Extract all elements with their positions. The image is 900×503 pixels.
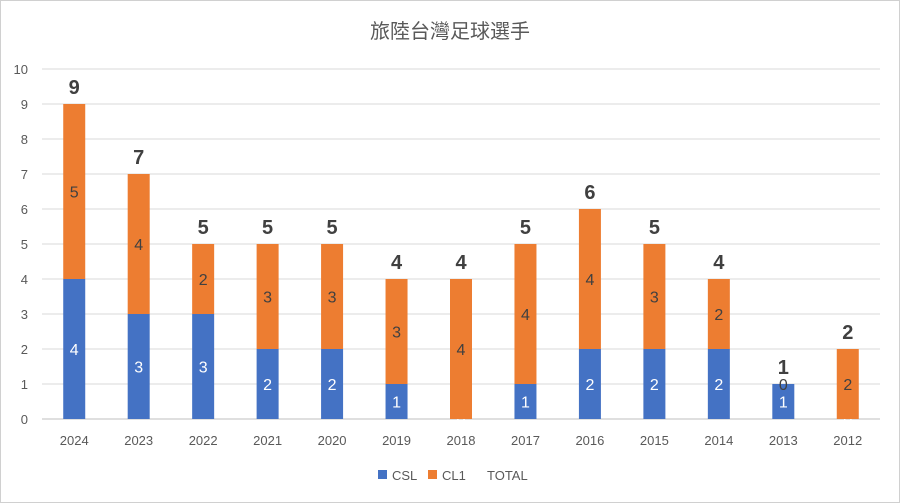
bar-cl1 — [63, 104, 86, 279]
data-label-csl: 1 — [779, 395, 788, 412]
x-tick-label: 2016 — [575, 433, 604, 448]
x-tick-label: 2021 — [253, 433, 282, 448]
data-label-csl: 3 — [199, 360, 208, 377]
total-label: 5 — [327, 217, 338, 239]
y-tick-label: 6 — [21, 202, 28, 217]
total-label: 9 — [69, 77, 80, 99]
x-tick-label: 2013 — [769, 433, 798, 448]
y-axis: 0 1 2 3 4 5 6 7 8 9 10 — [14, 62, 28, 427]
y-tick-label: 2 — [21, 342, 28, 357]
total-label: 7 — [133, 147, 144, 169]
data-label-cl1: 3 — [328, 290, 337, 307]
x-axis: 2024 2023 2022 2021 2020 2019 2018 2017 2016 2015… — [60, 433, 862, 448]
data-label-csl: 2 — [650, 377, 659, 394]
data-label-cl1: 2 — [199, 272, 208, 289]
y-tick-label: 0 — [21, 412, 28, 427]
bar-cl1 — [192, 244, 215, 314]
x-tick-label: 2015 — [640, 433, 669, 448]
total-label: 5 — [649, 217, 660, 239]
y-tick-label: 8 — [21, 132, 28, 147]
x-tick-label: 2020 — [318, 433, 347, 448]
y-tick-label: 10 — [14, 62, 28, 77]
bar-csl — [707, 349, 730, 419]
bar-cl1 — [385, 279, 408, 384]
x-tick-label: 2018 — [447, 433, 476, 448]
bar-cl1 — [836, 349, 859, 419]
bar-csl — [63, 279, 86, 419]
bar-cl1 — [643, 244, 666, 349]
bar-csl — [321, 349, 344, 419]
bar-csl — [772, 384, 795, 419]
x-tick-label: 2012 — [833, 433, 862, 448]
data-label-csl: 0 — [457, 412, 466, 429]
data-label-csl: 2 — [263, 377, 272, 394]
data-label-cl1: 3 — [650, 290, 659, 307]
data-label-csl: 0 — [843, 412, 852, 429]
data-label-csl: 2 — [328, 377, 337, 394]
bar-cl1 — [707, 279, 730, 349]
x-tick-label: 2014 — [704, 433, 733, 448]
bar-cl1 — [127, 174, 150, 314]
total-label: 2 — [842, 322, 853, 344]
total-label: 6 — [584, 182, 595, 204]
total-label: 5 — [262, 217, 273, 239]
total-label: 5 — [198, 217, 209, 239]
bar-csl — [643, 349, 666, 419]
data-label-cl1: 3 — [263, 290, 272, 307]
bar-csl — [127, 314, 150, 419]
y-tick-label: 3 — [21, 307, 28, 322]
data-label-csl: 1 — [392, 395, 401, 412]
bar-cl1 — [578, 209, 601, 349]
x-tick-label: 2022 — [189, 433, 218, 448]
data-label-cl1: 2 — [714, 307, 723, 324]
total-label: 4 — [391, 252, 403, 274]
data-label-csl: 2 — [585, 377, 594, 394]
x-tick-label: 2023 — [124, 433, 153, 448]
data-label-cl1: 2 — [843, 377, 852, 394]
data-label-csl: 4 — [70, 342, 79, 359]
y-tick-label: 5 — [21, 237, 28, 252]
bar-cl1 — [321, 244, 344, 349]
x-tick-label: 2024 — [60, 433, 89, 448]
bar-csl — [256, 349, 279, 419]
legend-label-csl: CSL — [392, 468, 417, 483]
legend-label-total: TOTAL — [487, 468, 528, 483]
bar-csl — [385, 384, 408, 419]
y-tick-label: 7 — [21, 167, 28, 182]
bar-csl — [514, 384, 537, 419]
legend-label-cl1: CL1 — [442, 468, 466, 483]
data-label-cl1: 4 — [585, 272, 594, 289]
data-label-cl1: 3 — [392, 325, 401, 342]
x-tick-label: 2017 — [511, 433, 540, 448]
data-label-cl1: 0 — [779, 377, 788, 394]
bar-cl1 — [450, 279, 472, 419]
y-tick-label: 4 — [21, 272, 28, 287]
bar-csl — [578, 349, 601, 419]
data-label-cl1: 4 — [134, 237, 143, 254]
bar-cl1 — [256, 244, 279, 349]
gridlines — [42, 68, 880, 420]
total-label: 4 — [713, 252, 725, 274]
legend-swatch-cl1 — [428, 470, 437, 479]
data-label-csl: 1 — [521, 395, 530, 412]
legend-swatch-csl — [378, 470, 387, 479]
total-label: 5 — [520, 217, 531, 239]
data-label-csl: 3 — [134, 360, 143, 377]
legend: CSL CL1 TOTAL — [378, 468, 528, 483]
chart-title: 旅陸台灣足球選手 — [370, 19, 530, 43]
bar-cl1 — [514, 244, 537, 384]
total-label: 1 — [778, 357, 789, 379]
data-label-cl1: 4 — [457, 342, 466, 359]
total-label: 4 — [455, 252, 467, 274]
data-label-cl1: 4 — [521, 307, 530, 324]
data-label-cl1: 5 — [70, 185, 79, 202]
data-label-csl: 2 — [714, 377, 723, 394]
bar-csl — [192, 314, 215, 419]
x-tick-label: 2019 — [382, 433, 411, 448]
y-tick-label: 1 — [21, 377, 28, 392]
y-tick-label: 9 — [21, 97, 28, 112]
